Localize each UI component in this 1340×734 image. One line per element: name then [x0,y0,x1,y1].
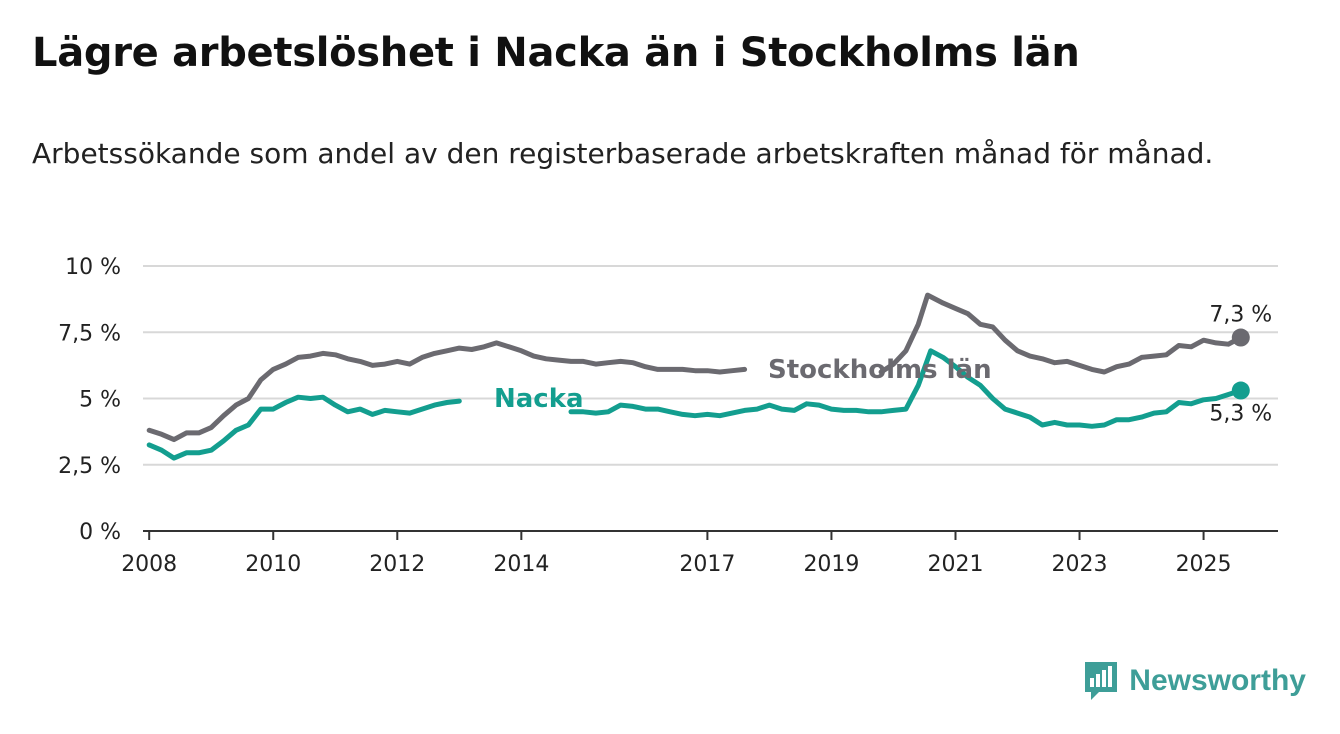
series-label-stockholm: Stockholms län [768,355,992,385]
stockholm-end-label: 7,3 % [1209,303,1272,328]
newsworthy-logo-icon [1085,662,1118,700]
y-tick-label: 10 % [65,255,121,280]
brand-name: Newsworthy [1129,664,1306,697]
y-axis-ticks: 0 % 2,5 % 5 % 7,5 % 10 % [58,255,121,545]
x-tick-label: 2008 [121,552,177,577]
x-tick-label: 2023 [1052,552,1108,577]
nacka-end-label: 5,3 % [1209,402,1272,427]
stockholm-end-point [1231,328,1250,347]
series-lines [146,292,1250,461]
brand-logo: Newsworthy [1083,660,1306,702]
x-tick-label: 2010 [245,552,301,577]
x-tick-label: 2025 [1176,552,1232,577]
series-line-nacka [568,348,1244,429]
series-line-stockholms-län [146,340,748,443]
y-tick-label: 7,5 % [58,321,121,346]
x-tick-label: 2012 [369,552,425,577]
x-tick-label: 2017 [679,552,735,577]
series-line-nacka [146,394,462,461]
x-axis-ticks: 2008 2010 2012 2014 2017 2019 2021 2023 2025 [121,531,1232,577]
x-tick-label: 2021 [927,552,983,577]
series-labels: Stockholms län Nacka 7,3 % 5,3 % [494,303,1272,427]
x-tick-label: 2019 [803,552,859,577]
y-tick-label: 2,5 % [58,454,121,479]
y-tick-label: 5 % [79,388,121,413]
series-line-stockholms-län [878,292,1244,375]
grid-lines [143,265,1278,532]
series-label-nacka: Nacka [494,384,584,414]
nacka-end-point [1231,381,1250,400]
chart-subtitle: Arbetssökande som andel av den registerb… [32,137,1214,170]
y-tick-label: 0 % [79,520,121,545]
page-title: Lägre arbetslöshet i Nacka än i Stockhol… [32,30,1080,76]
x-tick-label: 2014 [493,552,549,577]
